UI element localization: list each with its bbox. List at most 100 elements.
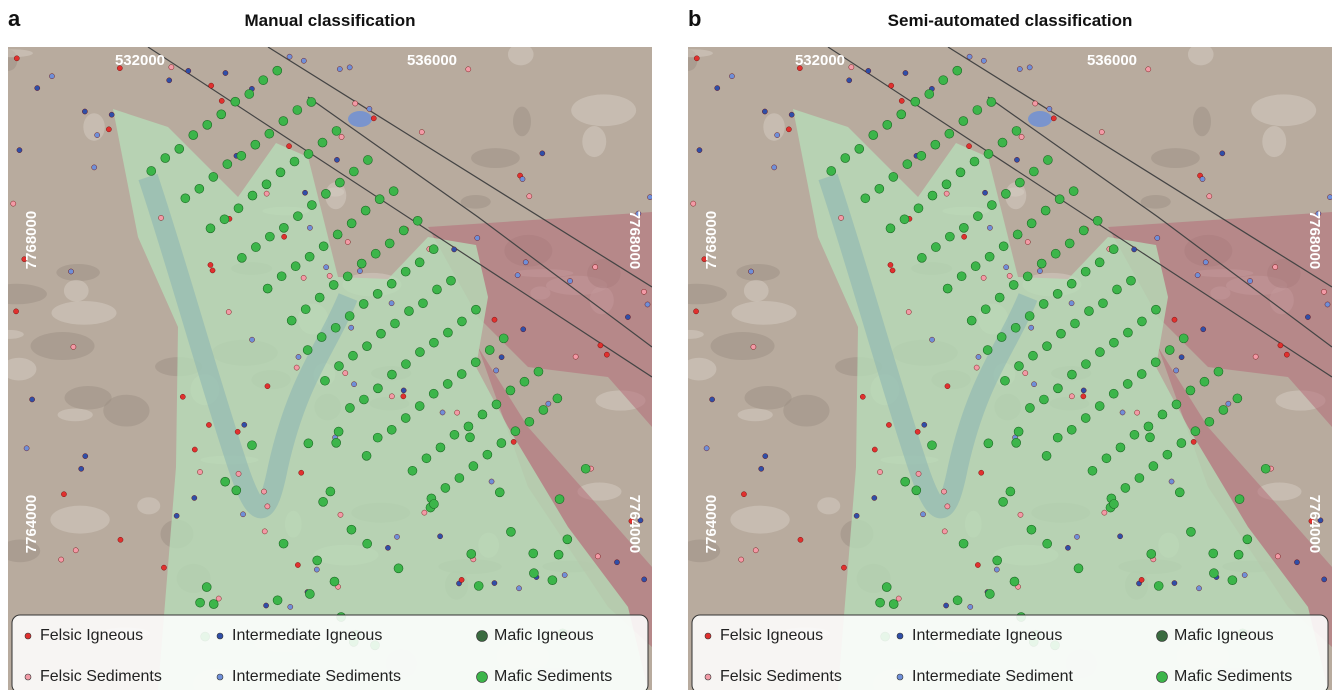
sample-point	[223, 70, 228, 75]
mafic-point	[1029, 167, 1038, 176]
mafic-point	[287, 316, 296, 325]
sample-point	[118, 537, 123, 542]
sample-point	[327, 273, 332, 278]
mafic-point	[221, 477, 230, 486]
mafic-point	[886, 224, 895, 233]
sample-point	[1226, 401, 1231, 406]
sample-point	[192, 495, 197, 500]
sample-point	[296, 354, 301, 359]
sample-point	[459, 577, 464, 582]
mafic-point	[265, 232, 274, 241]
legend-label: Felsic Igneous	[40, 627, 143, 644]
mafic-point	[319, 497, 328, 506]
mafic-point	[1126, 276, 1135, 285]
mafic-point	[883, 120, 892, 129]
mafic-point	[1015, 178, 1024, 187]
mafic-point	[1055, 195, 1064, 204]
relief	[1, 358, 36, 381]
sample-point	[786, 127, 791, 132]
mafic-point	[1177, 439, 1186, 448]
mafic-point	[1014, 362, 1023, 371]
sample-point	[838, 215, 843, 220]
legend-marker	[705, 674, 711, 680]
mafic-point	[277, 272, 286, 281]
mafic-point	[1102, 454, 1111, 463]
mafic-point	[333, 230, 342, 239]
mafic-point	[343, 272, 352, 281]
mafic-point	[1235, 495, 1244, 504]
mafic-point	[1053, 289, 1062, 298]
sample-point	[264, 603, 269, 608]
mafic-point	[973, 212, 982, 221]
legend-label: Intermediate Igneous	[232, 627, 382, 644]
mafic-point	[401, 360, 410, 369]
mafic-point	[1056, 329, 1065, 338]
mafic-point	[418, 299, 427, 308]
mafic-point	[348, 351, 357, 360]
legend-label: Intermediate Sediment	[912, 668, 1074, 685]
sample-point	[1278, 343, 1283, 348]
mafic-point	[415, 258, 424, 267]
mafic-point	[259, 76, 268, 85]
mafic-point	[1011, 323, 1020, 332]
mafic-point	[263, 284, 272, 293]
mafic-point	[998, 138, 1007, 147]
blue-mark	[348, 111, 372, 127]
relief	[508, 44, 534, 66]
mafic-point	[320, 376, 329, 385]
sample-point	[945, 384, 950, 389]
mafic-point	[1012, 126, 1021, 135]
sample-point	[95, 132, 100, 137]
sample-point	[1004, 265, 1009, 270]
mafic-point	[999, 497, 1008, 506]
sample-point	[789, 112, 794, 117]
sample-point	[697, 148, 702, 153]
mafic-point	[529, 549, 538, 558]
mafic-point	[1010, 577, 1019, 586]
mafic-point	[1042, 451, 1051, 460]
mafic-point	[931, 243, 940, 252]
mafic-point	[429, 245, 438, 254]
sample-point	[1031, 382, 1036, 387]
sample-point	[226, 309, 231, 314]
sample-point	[1179, 355, 1184, 360]
sample-point	[351, 382, 356, 387]
sample-point	[562, 572, 567, 577]
mafic-point	[1243, 535, 1252, 544]
sample-point	[841, 565, 846, 570]
mafic-point	[443, 379, 452, 388]
sample-point	[941, 489, 946, 494]
mafic-point	[429, 389, 438, 398]
mafic-point	[408, 466, 417, 475]
mafic-point	[404, 307, 413, 316]
sample-point	[1294, 560, 1299, 565]
mafic-point	[415, 348, 424, 357]
mafic-point	[882, 583, 891, 592]
relief	[667, 284, 727, 305]
sample-point	[604, 352, 609, 357]
mafic-point	[457, 370, 466, 379]
mafic-point	[983, 346, 992, 355]
mafic-point	[175, 144, 184, 153]
mafic-point	[1051, 249, 1060, 258]
mafic-point	[1135, 473, 1144, 482]
mafic-point	[1025, 403, 1034, 412]
sample-point	[1069, 301, 1074, 306]
mafic-point	[1179, 334, 1188, 343]
y-coordinate: 7768000	[1306, 211, 1323, 269]
mafic-point	[422, 454, 431, 463]
mafic-point	[1025, 311, 1034, 320]
sample-point	[371, 116, 376, 121]
sample-point	[492, 580, 497, 585]
sample-point	[349, 325, 354, 330]
relief	[1188, 44, 1214, 66]
mafic-point	[1186, 386, 1195, 395]
sample-point	[1172, 580, 1177, 585]
mafic-point	[539, 405, 548, 414]
mafic-point	[953, 596, 962, 605]
mafic-point	[467, 549, 476, 558]
mafic-point	[387, 425, 396, 434]
mafic-point	[1037, 259, 1046, 268]
legend-label: Felsic Igneous	[720, 627, 823, 644]
mafic-point	[387, 370, 396, 379]
